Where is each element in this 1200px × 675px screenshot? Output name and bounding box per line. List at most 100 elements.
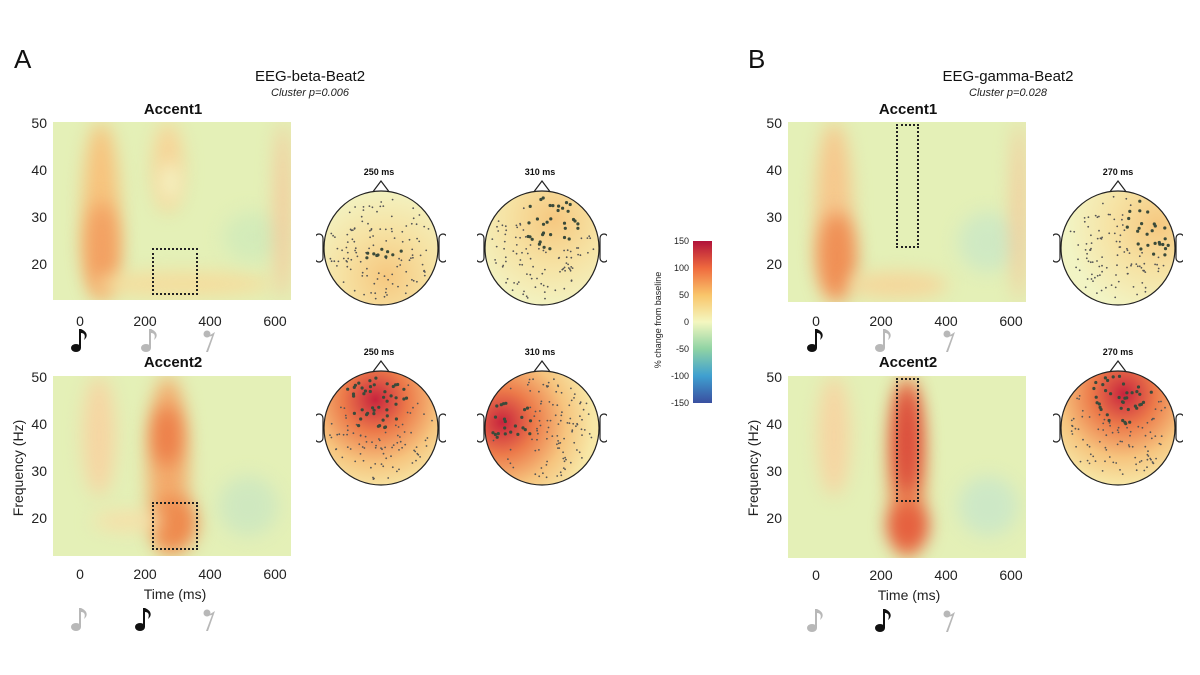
electrode [376, 210, 378, 213]
topo-time-label: 310 ms [524, 167, 556, 177]
electrode [362, 209, 365, 211]
electrode [529, 390, 532, 392]
electrode [1146, 453, 1149, 456]
electrode [580, 428, 583, 431]
electrode [519, 259, 522, 261]
electrode [391, 273, 394, 276]
electrode [354, 247, 357, 250]
electrode [1141, 400, 1146, 404]
electrode [383, 390, 387, 394]
electrode [1091, 261, 1094, 263]
electrode [387, 278, 389, 281]
electrode [540, 282, 543, 285]
electrode [529, 406, 532, 409]
electrode [374, 297, 377, 300]
y-tick: 40 [766, 416, 782, 432]
electrode [399, 249, 403, 253]
electrode [1116, 254, 1119, 257]
electrode [529, 244, 532, 246]
electrode [546, 419, 549, 422]
electrode [397, 426, 400, 428]
electrode [522, 229, 525, 231]
electrode [1109, 392, 1113, 396]
electrode [346, 233, 349, 236]
electrode [405, 270, 408, 273]
electrode [536, 427, 538, 430]
electrode [523, 290, 525, 293]
electrode [545, 220, 549, 224]
electrode [528, 378, 531, 381]
nose-marker [371, 180, 391, 194]
electrode [1119, 440, 1122, 443]
electrode [341, 249, 343, 252]
electrode [528, 419, 533, 423]
eighth-note-icon [875, 329, 891, 352]
electrode [403, 431, 406, 433]
electrode [1096, 274, 1099, 277]
electrode [1107, 418, 1111, 423]
electrode [1153, 417, 1155, 420]
electrode [1092, 455, 1095, 458]
electrode [391, 384, 395, 389]
electrode [525, 248, 528, 250]
electrode [564, 456, 566, 459]
electrode [556, 435, 559, 437]
electrode [1142, 270, 1145, 272]
electrode [573, 393, 576, 395]
electrode [529, 257, 532, 260]
electrode [491, 238, 494, 240]
electrode [399, 440, 402, 443]
electrode [526, 234, 530, 239]
electrode [578, 451, 581, 454]
electrode [558, 447, 561, 449]
ear-marker [316, 233, 324, 263]
electrode [1123, 229, 1126, 232]
electrode [592, 248, 595, 251]
electrode [540, 467, 543, 469]
electrode [589, 237, 592, 240]
electrode [329, 257, 332, 260]
electrode [1152, 222, 1156, 226]
electrode [1098, 229, 1100, 232]
electrode [570, 279, 573, 282]
electrode [495, 435, 499, 439]
electrode [1135, 469, 1138, 472]
electrode [1113, 218, 1116, 221]
electrode [346, 433, 348, 436]
electrode [504, 401, 508, 405]
electrode [365, 413, 369, 417]
electrode [560, 391, 563, 394]
electrode [419, 456, 421, 458]
colorbar-tick: 0 [683, 317, 689, 327]
electrode [398, 468, 400, 471]
electrode [534, 410, 537, 413]
electrode [554, 414, 557, 417]
electrode [536, 438, 538, 441]
electrode [576, 247, 578, 249]
electrode [1109, 424, 1111, 427]
electrode [1123, 251, 1126, 253]
electrode [556, 443, 558, 446]
electrode [529, 273, 532, 276]
electrode [1074, 427, 1077, 430]
electrode [1069, 230, 1072, 233]
electrode [494, 259, 496, 261]
cluster-box [152, 502, 198, 550]
electrode [552, 403, 554, 406]
electrode [1138, 461, 1141, 463]
electrode [398, 257, 400, 260]
electrode [366, 274, 368, 277]
electrode [1119, 406, 1123, 410]
electrode [1126, 426, 1128, 429]
electrode [413, 449, 415, 452]
x-tick: 400 [934, 313, 958, 329]
electrode [557, 447, 559, 449]
electrode [1163, 253, 1167, 257]
electrode [563, 437, 565, 440]
electrode [332, 234, 334, 237]
electrode [1070, 419, 1073, 422]
panel-b-title: EEG-gamma-Beat2 [942, 68, 1074, 85]
electrode [556, 475, 559, 477]
electrode [1138, 199, 1142, 203]
ear-marker [477, 233, 485, 263]
